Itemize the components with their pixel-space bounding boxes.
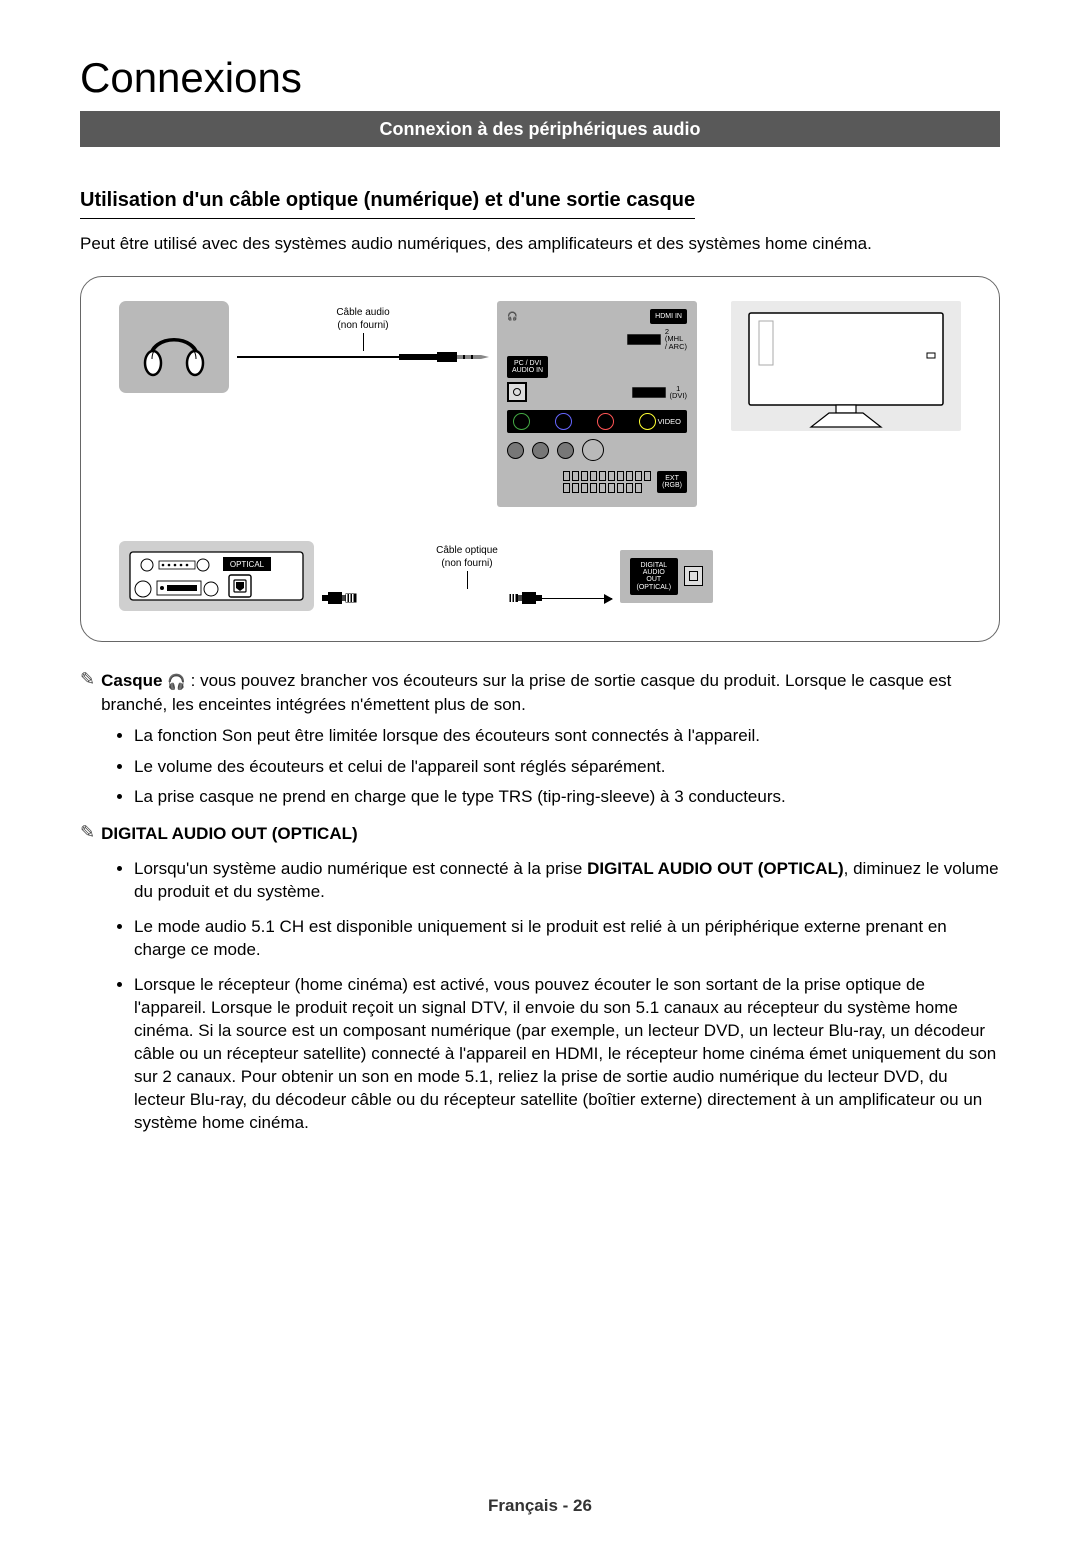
audio-cable-label-line2: (non fourni) <box>337 320 388 331</box>
video-port-row: VIDEO <box>507 410 687 433</box>
list-item: La prise casque ne prend en charge que l… <box>134 786 1000 809</box>
audio-cable-label-line1: Câble audio <box>336 307 389 318</box>
page-footer: Français - 26 <box>80 1495 1000 1518</box>
list-item: Lorsque le récepteur (home cinéma) est a… <box>134 974 1000 1135</box>
audio-cable-label: Câble audio (non fourni) <box>336 307 389 351</box>
note-icon: ✎ <box>80 670 95 688</box>
optical-port-label: OPTICAL <box>230 560 265 569</box>
casque-note: ✎ Casque 🎧 : vous pouvez brancher vos éc… <box>80 670 1000 716</box>
digital-bullet-0-pre: Lorsqu'un système audio numérique est co… <box>134 859 587 878</box>
section-heading: Utilisation d'un câble optique (numériqu… <box>80 187 695 219</box>
note-icon: ✎ <box>80 823 95 841</box>
headphone-glyph-icon: 🎧 <box>167 674 186 691</box>
component-port-3 <box>557 442 574 459</box>
casque-bullets: La fonction Son peut être limitée lorsqu… <box>134 725 1000 810</box>
optical-port-square-icon <box>684 566 703 586</box>
monitor-device <box>731 301 961 431</box>
digital-audio-bullets: Lorsqu'un système audio numérique est co… <box>134 858 1000 1134</box>
hdmi1-port <box>632 387 666 398</box>
ext-rgb-slots <box>563 471 651 493</box>
casque-label: Casque <box>101 671 162 690</box>
optical-cable-label-line1: Câble optique <box>436 545 498 556</box>
headphones-device <box>119 301 229 393</box>
optical-cable-label-line2: (non fourni) <box>441 558 492 569</box>
headphones-icon <box>138 311 210 383</box>
connection-diagram: Câble audio (non fourni) <box>80 276 1000 643</box>
digital-out-label-1: DIGITAL <box>640 562 667 569</box>
digital-audio-heading: DIGITAL AUDIO OUT (OPTICAL) <box>101 823 358 846</box>
pcdvi-audio-port <box>507 382 527 402</box>
list-item: Le volume des écouteurs et celui de l'ap… <box>134 756 1000 779</box>
optical-plug-right-icon <box>432 589 542 607</box>
component-port-4 <box>582 439 604 461</box>
hdmi1-label-2: (DVI) <box>670 391 688 400</box>
hdmi2-port <box>627 334 661 345</box>
av-receiver-icon: OPTICAL <box>129 551 304 601</box>
optical-plug-left-icon <box>322 589 432 607</box>
component-port-1 <box>507 442 524 459</box>
intro-text: Peut être utilisé avec des systèmes audi… <box>80 233 1000 256</box>
digital-audio-note: ✎ DIGITAL AUDIO OUT (OPTICAL) <box>80 823 1000 846</box>
audio-plug-icon <box>399 351 489 363</box>
digital-out-label-2: AUDIO OUT <box>643 569 665 583</box>
list-item: La fonction Son peut être limitée lorsqu… <box>134 725 1000 748</box>
section-banner: Connexion à des périphériques audio <box>80 111 1000 147</box>
component-port-2 <box>532 442 549 459</box>
list-item: Le mode audio 5.1 CH est disponible uniq… <box>134 916 1000 962</box>
monitor-icon <box>741 307 951 431</box>
video-label: VIDEO <box>658 418 681 426</box>
page-title: Connexions <box>80 50 1000 107</box>
tv-back-panel: 🎧 HDMI IN 2 (MHL / ARC) PC / DVIAUDIO IN <box>497 301 697 508</box>
ext-rgb-label: EXT(RGB) <box>657 471 687 493</box>
av-receiver-device: OPTICAL <box>119 541 314 611</box>
casque-note-text: : vous pouvez brancher vos écouteurs sur… <box>101 671 951 713</box>
digital-audio-out-port: DIGITAL AUDIO OUT (OPTICAL) <box>620 550 713 603</box>
list-item: Lorsqu'un système audio numérique est co… <box>134 858 1000 904</box>
hdmi2-label-3: / ARC) <box>665 342 687 351</box>
pcdvi-label: PC / DVIAUDIO IN <box>507 356 548 378</box>
hdmi-in-label: HDMI IN <box>650 309 687 324</box>
optical-cable-label: Câble optique (non fourni) <box>436 545 498 589</box>
digital-bullet-0-bold: DIGITAL AUDIO OUT (OPTICAL) <box>587 859 844 878</box>
digital-out-label-3: (OPTICAL) <box>636 584 671 591</box>
